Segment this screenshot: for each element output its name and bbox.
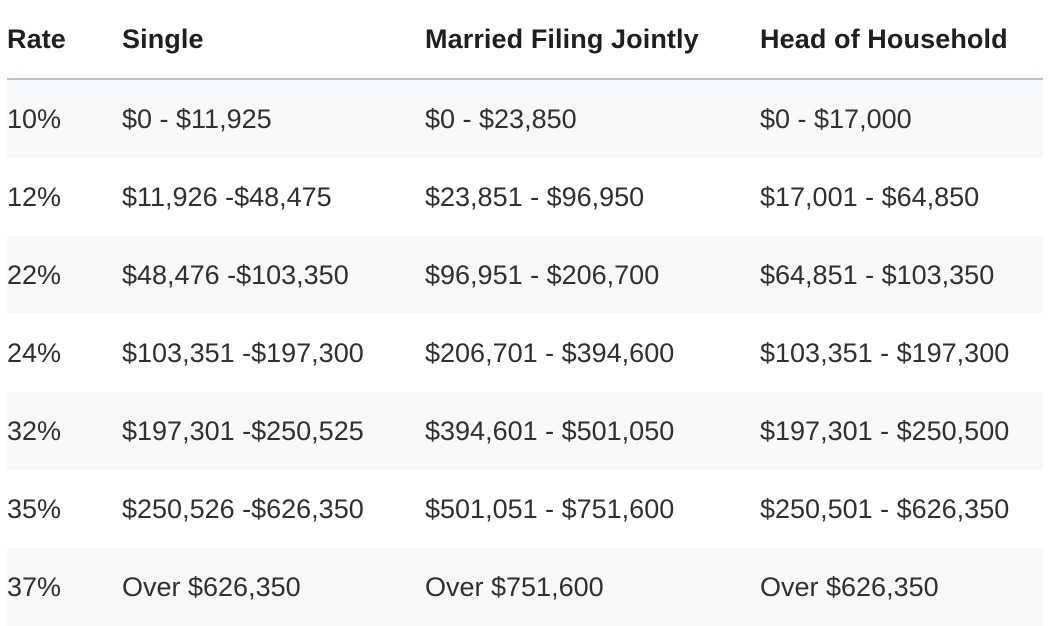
cell-head-of-household: Over $626,350 (760, 548, 1043, 626)
cell-rate: 32% (7, 392, 122, 470)
cell-single: $48,476 -$103,350 (122, 236, 425, 314)
header-row: Rate Single Married Filing Jointly Head … (7, 0, 1043, 80)
cell-rate: 35% (7, 470, 122, 548)
cell-single: Over $626,350 (122, 548, 425, 626)
tax-bracket-table: Rate Single Married Filing Jointly Head … (7, 0, 1043, 626)
table-header: Rate Single Married Filing Jointly Head … (7, 0, 1043, 80)
cell-single: $250,526 -$626,350 (122, 470, 425, 548)
header-married-filing-jointly: Married Filing Jointly (425, 0, 760, 80)
header-head-of-household: Head of Household (760, 0, 1043, 80)
table-row: 22% $48,476 -$103,350 $96,951 - $206,700… (7, 236, 1043, 314)
table-row: 10% $0 - $11,925 $0 - $23,850 $0 - $17,0… (7, 79, 1043, 158)
cell-head-of-household: $17,001 - $64,850 (760, 158, 1043, 236)
table-row: 12% $11,926 -$48,475 $23,851 - $96,950 $… (7, 158, 1043, 236)
cell-married-filing-jointly: $394,601 - $501,050 (425, 392, 760, 470)
cell-married-filing-jointly: $96,951 - $206,700 (425, 236, 760, 314)
cell-single: $11,926 -$48,475 (122, 158, 425, 236)
cell-head-of-household: $197,301 - $250,500 (760, 392, 1043, 470)
cell-head-of-household: $64,851 - $103,350 (760, 236, 1043, 314)
cell-head-of-household: $250,501 - $626,350 (760, 470, 1043, 548)
cell-married-filing-jointly: $0 - $23,850 (425, 79, 760, 158)
cell-single: $0 - $11,925 (122, 79, 425, 158)
cell-head-of-household: $103,351 - $197,300 (760, 314, 1043, 392)
cell-single: $103,351 -$197,300 (122, 314, 425, 392)
cell-married-filing-jointly: $23,851 - $96,950 (425, 158, 760, 236)
cell-married-filing-jointly: Over $751,600 (425, 548, 760, 626)
table-row: 32% $197,301 -$250,525 $394,601 - $501,0… (7, 392, 1043, 470)
cell-rate: 37% (7, 548, 122, 626)
cell-single: $197,301 -$250,525 (122, 392, 425, 470)
table-body: 10% $0 - $11,925 $0 - $23,850 $0 - $17,0… (7, 79, 1043, 626)
table-row: 37% Over $626,350 Over $751,600 Over $62… (7, 548, 1043, 626)
table-row: 24% $103,351 -$197,300 $206,701 - $394,6… (7, 314, 1043, 392)
tax-bracket-table-container: Rate Single Married Filing Jointly Head … (7, 0, 1043, 626)
header-single: Single (122, 0, 425, 80)
cell-rate: 12% (7, 158, 122, 236)
header-rate: Rate (7, 0, 122, 80)
cell-married-filing-jointly: $206,701 - $394,600 (425, 314, 760, 392)
cell-rate: 10% (7, 79, 122, 158)
table-row: 35% $250,526 -$626,350 $501,051 - $751,6… (7, 470, 1043, 548)
cell-rate: 24% (7, 314, 122, 392)
cell-married-filing-jointly: $501,051 - $751,600 (425, 470, 760, 548)
cell-head-of-household: $0 - $17,000 (760, 79, 1043, 158)
cell-rate: 22% (7, 236, 122, 314)
